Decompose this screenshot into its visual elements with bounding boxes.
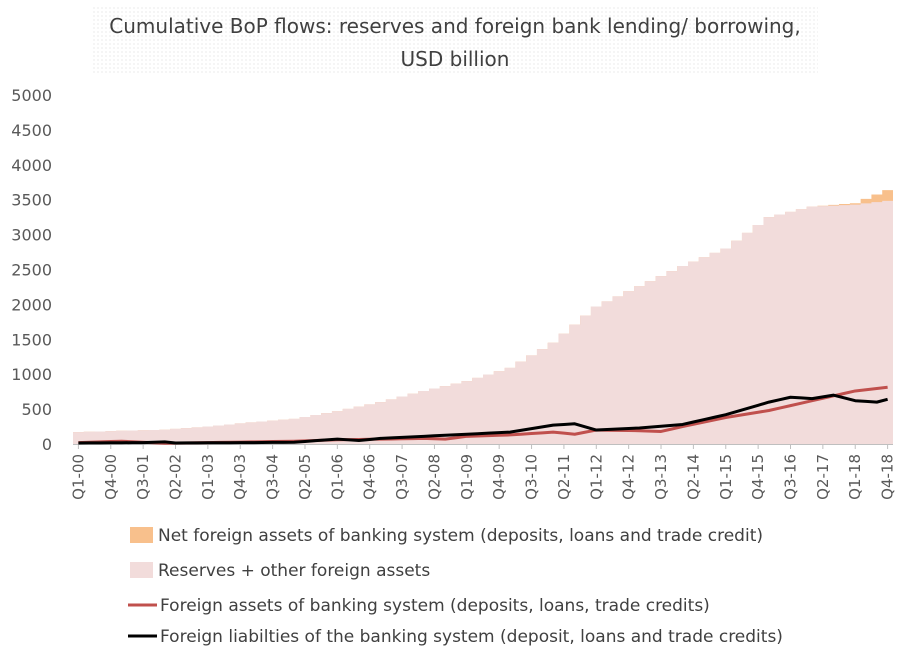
x-tick-label: Q4-18: [879, 454, 897, 500]
legend-entry: Foreign assets of banking system (deposi…: [160, 596, 710, 616]
y-tick-label: 2000: [11, 295, 52, 314]
legend-entry: Foreign liabilties of the banking system…: [160, 627, 783, 647]
x-tick-label: Q2-11: [555, 454, 573, 500]
x-tick-label: Q3-04: [264, 454, 282, 500]
x-tick-label: Q1-12: [587, 454, 605, 500]
x-tick-label: Q4-12: [620, 454, 638, 500]
x-tick-label: Q4-06: [361, 454, 379, 500]
chart-title: Cumulative BoP flows: reserves and forei…: [92, 6, 818, 74]
x-tick-label: Q4-03: [231, 454, 249, 500]
x-tick-label: Q3-16: [782, 454, 800, 500]
legend-entry: Net foreign assets of banking system (de…: [158, 526, 763, 546]
y-tick-label: 4000: [11, 156, 52, 175]
x-tick-label: Q4-00: [102, 454, 120, 500]
x-tick-label: Q3-01: [134, 454, 152, 500]
y-tick-label: 0: [42, 435, 52, 454]
x-tick-label: Q3-07: [393, 454, 411, 500]
x-tick-label: Q4-09: [490, 454, 508, 500]
y-tick-label: 500: [21, 400, 52, 419]
x-tick-label: Q2-14: [684, 454, 702, 500]
legend-swatch: [130, 562, 153, 578]
x-tick-label: Q1-18: [846, 454, 864, 500]
area-series-1: [73, 200, 893, 444]
y-tick-label: 1500: [11, 330, 52, 349]
legend-entry: Reserves + other foreign assets: [158, 561, 430, 581]
chart-title-line-1: Cumulative BoP flows: reserves and forei…: [109, 14, 801, 38]
x-tick-label: Q3-10: [523, 454, 541, 500]
y-tick-label: 2500: [11, 261, 52, 280]
x-tick-label: Q2-05: [296, 454, 314, 500]
x-tick-label: Q2-17: [814, 454, 832, 500]
y-tick-label: 5000: [11, 86, 52, 105]
legend-swatch: [130, 527, 153, 543]
y-tick-label: 1000: [11, 365, 52, 384]
x-tick-label: Q3-13: [652, 454, 670, 500]
x-tick-label: Q4-15: [749, 454, 767, 500]
x-tick-label: Q2-02: [167, 454, 185, 500]
x-tick-label: Q1-00: [69, 454, 87, 500]
x-tick-label: Q1-15: [717, 454, 735, 500]
y-tick-label: 4500: [11, 121, 52, 140]
chart-title-line-2: USD billion: [400, 47, 510, 71]
x-tick-label: Q1-09: [458, 454, 476, 500]
x-tick-label: Q2-08: [425, 454, 443, 500]
y-tick-label: 3000: [11, 226, 52, 245]
line-series-1: [78, 393, 888, 445]
y-tick-label: 3500: [11, 191, 52, 210]
x-tick-label: Q1-06: [328, 454, 346, 500]
x-tick-label: Q1-03: [199, 454, 217, 500]
